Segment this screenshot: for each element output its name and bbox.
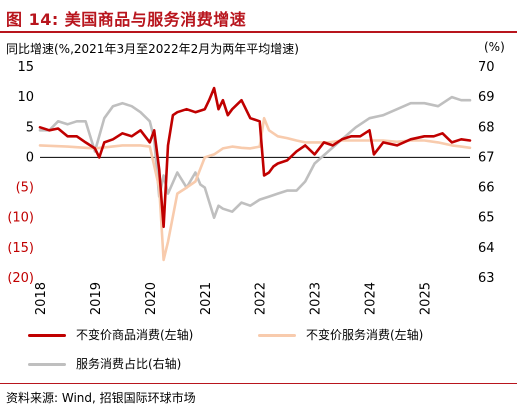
footer-divider <box>0 383 517 384</box>
x-axis-tick-label: 2019 <box>89 282 104 315</box>
x-axis-tick-label: 2022 <box>254 282 269 315</box>
series-line-goods <box>38 86 472 229</box>
left-axis-tick-label: (10) <box>7 211 34 226</box>
right-axis-tick-label: 64 <box>478 241 495 256</box>
x-axis-tick-label: 2020 <box>144 282 159 315</box>
left-axis-tick-label: 15 <box>17 60 34 75</box>
x-axis-tick-label: 2018 <box>34 282 49 315</box>
left-axis-tick-label: 0 <box>26 150 34 165</box>
legend-label-services: 不变价服务消费(左轴) <box>306 328 424 342</box>
x-axis-tick-label: 2024 <box>364 282 379 315</box>
right-axis-tick-label: 69 <box>478 90 495 105</box>
left-axis-tick-label: 5 <box>26 120 34 135</box>
right-axis-tick-label: 63 <box>478 271 495 286</box>
right-axis-tick-label: 66 <box>478 181 495 196</box>
legend-label-goods: 不变价商品消费(左轴) <box>76 328 194 342</box>
line-chart: 15 10 5 0 (5) (10) (15) (20) 70 69 68 67 66 65 64 63 201… <box>7 60 495 315</box>
left-axis-tick-label: (15) <box>7 241 34 256</box>
left-axis-tick-label: 10 <box>17 90 34 105</box>
left-axis-tick-label: (20) <box>7 271 34 286</box>
title-divider <box>0 31 517 33</box>
chart-title: 图 14: 美国商品与服务消费增速 <box>6 10 247 29</box>
source-note: 资料来源: Wind, 招银国际环球市场 <box>6 391 196 405</box>
x-axis-tick-label: 2021 <box>199 282 214 315</box>
left-axis-unit: 同比增速(%,2021年3月至2022年2月为两年平均增速) <box>6 42 299 56</box>
left-axis-tick-label: (5) <box>16 181 34 196</box>
right-axis-tick-label: 70 <box>478 60 495 75</box>
right-axis-tick-label: 65 <box>478 211 495 226</box>
right-axis-tick-label: 68 <box>478 120 495 135</box>
legend-swatch-share <box>28 363 66 366</box>
right-axis-unit: (%) <box>484 40 505 54</box>
legend-label-share: 服务消费占比(右轴) <box>76 357 182 371</box>
series-line-services <box>38 116 472 262</box>
x-axis-tick-label: 2023 <box>309 282 324 315</box>
right-axis-tick-label: 67 <box>478 150 495 165</box>
legend-swatch-goods <box>28 334 66 337</box>
legend-swatch-services <box>258 334 296 337</box>
series-line-share <box>38 95 472 219</box>
x-axis-tick-label: 2025 <box>418 282 433 315</box>
